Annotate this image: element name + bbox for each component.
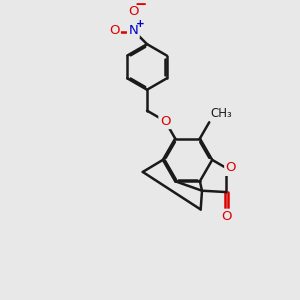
Text: O: O [160,115,170,128]
Text: O: O [226,161,236,174]
Text: N: N [128,24,138,37]
Text: O: O [221,210,231,223]
Text: CH₃: CH₃ [211,107,232,120]
Text: +: + [135,19,144,29]
Text: O: O [109,24,119,37]
Text: O: O [128,5,139,18]
Text: −: − [135,0,147,12]
